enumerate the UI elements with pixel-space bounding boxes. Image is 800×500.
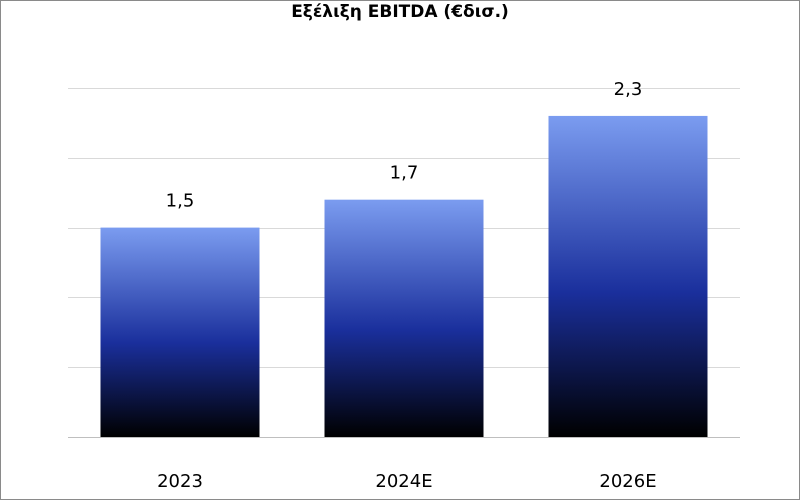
x-tick-label: 2024E (375, 471, 432, 492)
bar-2026e (548, 115, 708, 438)
data-label: 2,3 (614, 79, 643, 100)
bar-2023 (100, 227, 260, 437)
x-tick-label: 2026E (599, 471, 656, 492)
chart-title: Εξέλιξη EBITDA (€δισ.) (291, 2, 509, 22)
x-axis-ticks: 2023 2024E 2026E (157, 471, 657, 492)
bar-2024e (324, 199, 484, 437)
data-label: 1,5 (166, 191, 195, 212)
data-labels: 1,5 1,7 2,3 (166, 79, 643, 212)
bars (100, 115, 708, 438)
data-label: 1,7 (390, 163, 419, 184)
x-tick-label: 2023 (157, 471, 203, 492)
